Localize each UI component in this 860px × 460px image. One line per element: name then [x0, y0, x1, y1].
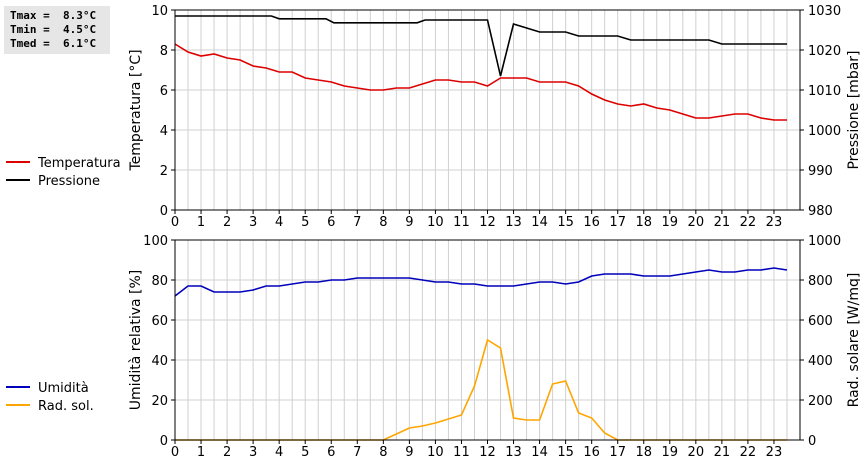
- series-line-rad-sol: [175, 338, 787, 441]
- y-tick-label-left: 40: [151, 354, 168, 369]
- x-tick-label: 8: [379, 215, 387, 230]
- x-tick-label: 6: [327, 215, 335, 230]
- x-tick-label: 18: [635, 445, 652, 460]
- x-tick-label: 0: [171, 445, 179, 460]
- x-tick-label: 21: [714, 445, 731, 460]
- x-tick-label: 18: [635, 215, 652, 230]
- stat-tmin: Tmin = 4.5°C: [10, 23, 97, 36]
- y-axis-label-left: Temperatura [°C]: [128, 49, 144, 171]
- x-tick-label: 16: [583, 215, 600, 230]
- legend-label: Temperatura: [37, 156, 121, 171]
- y-tick-label-right: 980: [808, 204, 833, 219]
- x-tick-label: 14: [531, 215, 548, 230]
- y-axis-label-right: Pressione [mbar]: [846, 50, 860, 169]
- y-tick-label-right: 600: [808, 314, 833, 329]
- x-tick-label: 7: [353, 215, 361, 230]
- y-tick-label-right: 0: [808, 434, 816, 449]
- y-tick-label-right: 200: [808, 394, 833, 409]
- y-axis-label-left: Umidità relativa [%]: [128, 270, 144, 411]
- x-tick-label: 23: [766, 215, 783, 230]
- x-tick-label: 19: [662, 445, 679, 460]
- x-tick-label: 13: [505, 445, 522, 460]
- legend-label: Rad. sol.: [38, 399, 94, 414]
- legend-label: Umidità: [38, 381, 89, 396]
- x-tick-label: 17: [609, 445, 626, 460]
- x-tick-label: 9: [405, 445, 413, 460]
- stat-tmax: Tmax = 8.3°C: [10, 9, 97, 22]
- y-tick-label-right: 1000: [808, 124, 841, 139]
- y-tick-label-left: 0: [160, 434, 168, 449]
- series-line-pressione: [175, 15, 787, 77]
- x-tick-label: 15: [557, 445, 574, 460]
- x-tick-label: 6: [327, 445, 335, 460]
- legend-label: Pressione: [38, 174, 100, 189]
- x-tick-label: 5: [301, 445, 309, 460]
- stat-tmed: Tmed = 6.1°C: [10, 37, 97, 50]
- x-tick-label: 22: [740, 215, 757, 230]
- x-tick-label: 2: [223, 215, 231, 230]
- x-tick-label: 20: [688, 215, 705, 230]
- y-tick-label-left: 0: [160, 204, 168, 219]
- x-tick-label: 11: [453, 445, 470, 460]
- y-tick-label-left: 4: [160, 124, 168, 139]
- x-tick-label: 15: [557, 215, 574, 230]
- x-tick-label: 3: [249, 215, 257, 230]
- y-tick-label-right: 1010: [808, 84, 841, 99]
- y-tick-label-right: 400: [808, 354, 833, 369]
- y-tick-label-left: 60: [151, 314, 168, 329]
- x-tick-label: 11: [453, 215, 470, 230]
- series-line-umidita: [174, 267, 788, 297]
- x-tick-label: 22: [740, 445, 757, 460]
- x-tick-label: 2: [223, 445, 231, 460]
- y-tick-label-left: 10: [151, 4, 168, 19]
- x-tick-label: 14: [531, 445, 548, 460]
- x-tick-label: 12: [479, 445, 496, 460]
- x-tick-label: 1: [197, 445, 205, 460]
- x-tick-label: 0: [171, 215, 179, 230]
- x-tick-label: 12: [479, 215, 496, 230]
- y-tick-label-right: 800: [808, 274, 833, 289]
- stats-box: Tmax = 8.3°C Tmin = 4.5°C Tmed = 6.1°C: [4, 6, 110, 54]
- x-tick-label: 10: [427, 445, 444, 460]
- x-tick-label: 7: [353, 445, 361, 460]
- x-tick-label: 16: [583, 445, 600, 460]
- y-tick-label-right: 1020: [808, 44, 841, 59]
- x-tick-label: 4: [275, 445, 283, 460]
- x-tick-label: 4: [275, 215, 283, 230]
- y-tick-label-right: 990: [808, 164, 833, 179]
- y-tick-label-right: 1000: [808, 234, 841, 249]
- y-tick-label-left: 80: [151, 274, 168, 289]
- x-tick-label: 8: [379, 445, 387, 460]
- x-tick-label: 20: [688, 445, 705, 460]
- y-axis-label-right: Rad. solare [W/mq]: [846, 273, 860, 408]
- x-tick-label: 10: [427, 215, 444, 230]
- x-tick-label: 5: [301, 215, 309, 230]
- x-tick-label: 17: [609, 215, 626, 230]
- y-tick-label-right: 1030: [808, 4, 841, 19]
- series-line-temperatura: [174, 43, 787, 121]
- x-tick-label: 21: [714, 215, 731, 230]
- x-tick-label: 13: [505, 215, 522, 230]
- y-tick-label-left: 6: [160, 84, 168, 99]
- x-tick-label: 3: [249, 445, 257, 460]
- x-tick-label: 9: [405, 215, 413, 230]
- x-tick-label: 1: [197, 215, 205, 230]
- y-tick-label-left: 20: [151, 394, 168, 409]
- y-tick-label-left: 8: [160, 44, 168, 59]
- y-tick-label-left: 2: [160, 164, 168, 179]
- x-tick-label: 19: [662, 215, 679, 230]
- x-tick-label: 23: [766, 445, 783, 460]
- y-tick-label-left: 100: [143, 234, 168, 249]
